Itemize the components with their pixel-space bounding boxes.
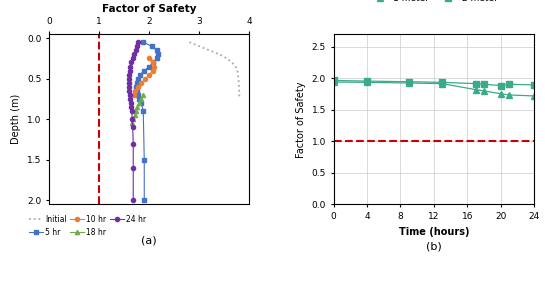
- 2 meter: [531, 83, 537, 87]
- 2 meter: [439, 81, 445, 84]
- 1 meter: [330, 80, 337, 84]
- 1 meter: [473, 88, 479, 91]
- 2 meter: [481, 83, 487, 86]
- 1 meter: [405, 81, 412, 85]
- X-axis label: Time (hours): Time (hours): [398, 227, 469, 237]
- Text: (b): (b): [426, 242, 442, 252]
- Y-axis label: Factor of Safety: Factor of Safety: [296, 81, 306, 158]
- Line: 2 meter: 2 meter: [331, 78, 537, 88]
- 1 meter: [506, 93, 512, 97]
- 2 meter: [506, 83, 512, 86]
- 2 meter: [405, 80, 412, 83]
- 1 meter: [481, 89, 487, 93]
- Title: Factor of Safety: Factor of Safety: [102, 4, 197, 14]
- 2 meter: [498, 84, 504, 87]
- Line: 1 meter: 1 meter: [331, 79, 537, 99]
- 2 meter: [364, 80, 371, 83]
- Legend: 1 meter, 2 meter: 1 meter, 2 meter: [366, 0, 501, 7]
- 1 meter: [498, 92, 504, 95]
- 1 meter: [439, 82, 445, 85]
- 1 meter: [531, 94, 537, 98]
- Y-axis label: Depth (m): Depth (m): [11, 94, 21, 144]
- Legend: Initial, 5 hr, 10 hr, 18 hr, 24 hr: Initial, 5 hr, 10 hr, 18 hr, 24 hr: [29, 215, 147, 237]
- 2 meter: [473, 82, 479, 85]
- Text: (a): (a): [142, 235, 157, 245]
- 1 meter: [364, 81, 371, 84]
- 2 meter: [330, 79, 337, 82]
